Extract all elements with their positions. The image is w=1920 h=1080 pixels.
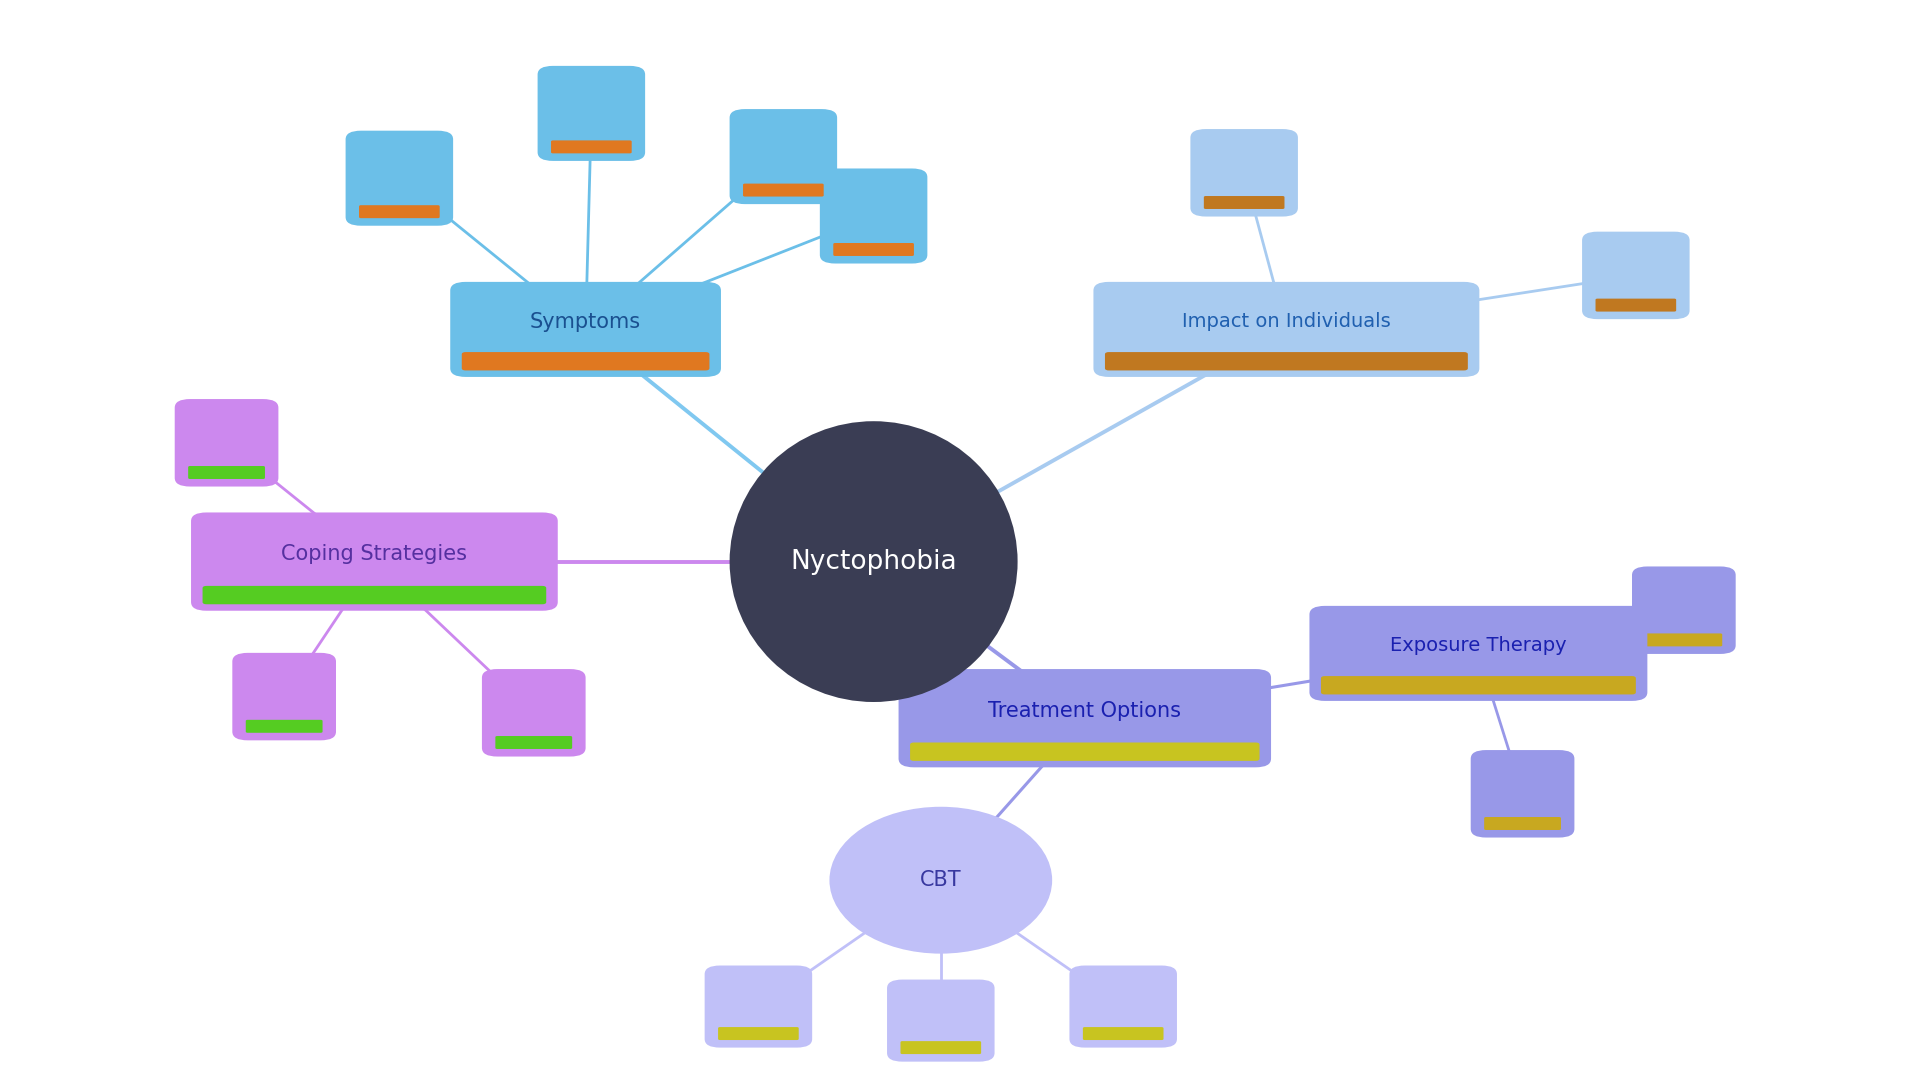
FancyBboxPatch shape (175, 400, 278, 486)
FancyBboxPatch shape (232, 652, 336, 741)
FancyBboxPatch shape (743, 184, 824, 197)
Text: Coping Strategies: Coping Strategies (282, 544, 467, 564)
FancyBboxPatch shape (1471, 750, 1574, 838)
FancyBboxPatch shape (1204, 197, 1284, 210)
FancyBboxPatch shape (887, 980, 995, 1062)
FancyBboxPatch shape (461, 352, 708, 370)
FancyBboxPatch shape (482, 669, 586, 756)
FancyBboxPatch shape (1190, 130, 1298, 216)
FancyBboxPatch shape (910, 743, 1260, 760)
FancyBboxPatch shape (1484, 816, 1561, 829)
FancyBboxPatch shape (705, 966, 812, 1048)
Text: Exposure Therapy: Exposure Therapy (1390, 636, 1567, 656)
Ellipse shape (829, 807, 1052, 954)
FancyBboxPatch shape (1083, 1027, 1164, 1040)
FancyBboxPatch shape (449, 282, 722, 377)
FancyBboxPatch shape (1309, 606, 1647, 701)
FancyBboxPatch shape (718, 1027, 799, 1040)
Text: Symptoms: Symptoms (530, 312, 641, 332)
FancyBboxPatch shape (495, 737, 572, 750)
FancyBboxPatch shape (833, 243, 914, 256)
FancyBboxPatch shape (1106, 352, 1467, 370)
FancyBboxPatch shape (1645, 633, 1722, 646)
FancyBboxPatch shape (900, 1041, 981, 1054)
Text: Nyctophobia: Nyctophobia (791, 549, 956, 575)
Text: Treatment Options: Treatment Options (989, 701, 1181, 720)
Text: CBT: CBT (920, 870, 962, 890)
FancyBboxPatch shape (538, 66, 645, 161)
FancyBboxPatch shape (820, 168, 927, 264)
FancyBboxPatch shape (192, 513, 557, 611)
FancyBboxPatch shape (1069, 966, 1177, 1048)
FancyBboxPatch shape (1632, 566, 1736, 654)
Text: Impact on Individuals: Impact on Individuals (1183, 312, 1390, 332)
FancyBboxPatch shape (1321, 676, 1636, 694)
FancyBboxPatch shape (246, 719, 323, 732)
FancyBboxPatch shape (359, 205, 440, 218)
FancyBboxPatch shape (346, 131, 453, 226)
FancyBboxPatch shape (204, 585, 545, 605)
FancyBboxPatch shape (1596, 298, 1676, 311)
Ellipse shape (730, 421, 1018, 702)
FancyBboxPatch shape (730, 109, 837, 204)
FancyBboxPatch shape (899, 669, 1271, 767)
FancyBboxPatch shape (1094, 282, 1478, 377)
FancyBboxPatch shape (188, 467, 265, 480)
FancyBboxPatch shape (551, 140, 632, 153)
FancyBboxPatch shape (1582, 232, 1690, 320)
